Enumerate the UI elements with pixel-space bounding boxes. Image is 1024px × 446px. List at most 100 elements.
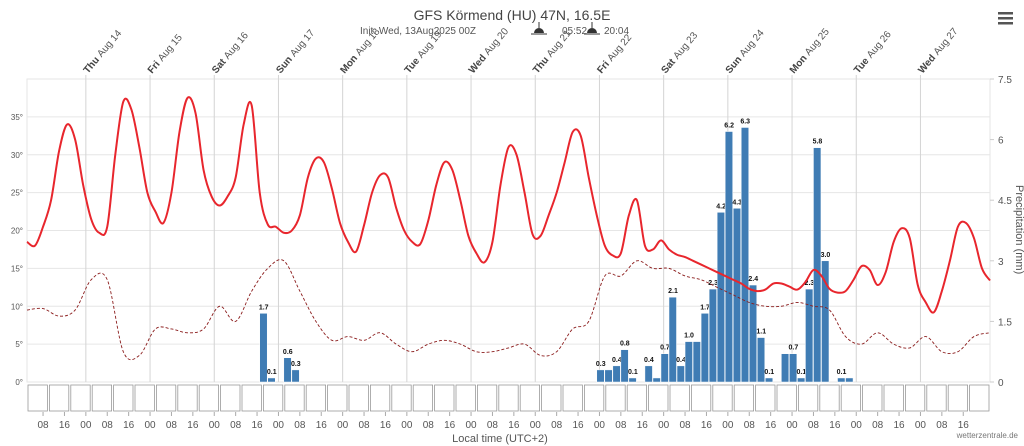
wind-cell [883, 384, 904, 412]
x-tick-label: 16 [829, 420, 841, 431]
x-tick-label: 00 [337, 420, 349, 431]
precip-label: 0.1 [764, 369, 774, 376]
y2-tick-label: 4.5 [998, 196, 1012, 207]
wind-cell [648, 384, 669, 412]
y-tick-label: 25° [11, 189, 23, 198]
precip-bar [652, 377, 661, 383]
x-tick-label: 08 [679, 420, 691, 431]
precip-bar [813, 147, 822, 383]
y-tick-label: 0° [15, 378, 23, 387]
temperature-line [26, 96, 991, 314]
wind-cell [541, 384, 562, 412]
y-tick-label: 10° [11, 302, 23, 311]
precip-label: 3.0 [821, 252, 831, 259]
precip-label: 2.1 [668, 288, 678, 295]
sunrise-time: 05:52 [562, 26, 587, 37]
precip-label: 4.2 [716, 203, 726, 210]
wind-cell [49, 384, 70, 412]
y2-tick-label: 1.5 [998, 317, 1012, 328]
x-tick-label: 00 [658, 420, 670, 431]
precip-label: 0.7 [660, 345, 670, 352]
x-tick-label: 00 [851, 420, 863, 431]
y2-tick-label: 7.5 [998, 75, 1012, 86]
x-tick-label: 08 [230, 420, 242, 431]
wind-cell [155, 384, 177, 412]
precip-bar [283, 357, 292, 383]
wind-cell [969, 384, 990, 412]
x-tick-label: 16 [251, 420, 263, 431]
precip-label: 0.7 [789, 345, 799, 352]
wind-cell [391, 384, 412, 412]
x-tick-label: 08 [487, 420, 499, 431]
wind-cell [626, 384, 648, 412]
precip-label: 0.3 [596, 361, 606, 368]
x-tick-label: 00 [80, 420, 92, 431]
init-time: Init: Wed, 13Aug2025 00Z [360, 26, 476, 37]
precip-bar [797, 377, 806, 383]
wind-cell [733, 384, 755, 412]
x-tick-label: 08 [808, 420, 820, 431]
x-tick-label: 16 [444, 420, 456, 431]
x-tick-label: 08 [936, 420, 948, 431]
x-tick-label: 00 [786, 420, 798, 431]
wind-cell [284, 384, 305, 412]
wind-cell [862, 384, 883, 412]
wind-cell [134, 384, 155, 412]
wind-cell [776, 384, 797, 412]
precip-bar [676, 365, 685, 383]
precip-bar [644, 365, 653, 383]
wind-cell [220, 384, 241, 412]
y2-tick-label: 6 [998, 136, 1004, 147]
precip-label: 0.1 [628, 369, 638, 376]
wind-cell [305, 384, 327, 412]
chart-title: GFS Körmend (HU) 47N, 16.5E [414, 7, 611, 23]
wind-cell [755, 384, 776, 412]
precip-label: 1.7 [700, 304, 710, 311]
precip-bar [596, 369, 605, 383]
y-tick-label: 35° [11, 113, 23, 122]
x-tick-label: 16 [123, 420, 135, 431]
x-tick-label: 16 [316, 420, 328, 431]
wind-cell [262, 384, 284, 412]
x-tick-label: 00 [144, 420, 156, 431]
x-tick-label: 16 [765, 420, 777, 431]
wind-cell [177, 384, 198, 412]
x-tick-label: 16 [508, 420, 520, 431]
precip-bar [724, 131, 733, 383]
precip-label: 1.7 [259, 304, 269, 311]
menu-button[interactable] [998, 12, 1013, 25]
precip-bar [700, 313, 709, 383]
wind-cell [91, 384, 112, 412]
precip-bar [708, 288, 717, 383]
precip-bar [612, 365, 621, 383]
precip-label: 0.3 [291, 361, 301, 368]
precip-bar [837, 377, 846, 383]
y-tick-label: 15° [11, 264, 23, 273]
wind-cell [412, 384, 434, 412]
precip-bar [821, 260, 830, 383]
wind-cell [562, 384, 583, 412]
precip-bar [732, 208, 741, 383]
precip-label: 2.3 [708, 280, 718, 287]
wind-cell [113, 384, 134, 412]
precip-bar [668, 296, 677, 383]
x-tick-label: 08 [294, 420, 306, 431]
sunset-time: 20:04 [604, 26, 629, 37]
x-tick-label: 16 [958, 420, 970, 431]
x-tick-label: 16 [572, 420, 584, 431]
precip-label: 0.8 [620, 341, 630, 348]
wind-cell [947, 384, 969, 412]
precip-label: 6.3 [740, 118, 750, 125]
precip-label: 2.4 [748, 276, 758, 283]
x-tick-label: 08 [166, 420, 178, 431]
wind-cell [198, 384, 219, 412]
x-tick-label: 16 [893, 420, 905, 431]
wind-cell [926, 384, 947, 412]
x-tick-label: 00 [209, 420, 221, 431]
wind-cell [584, 384, 605, 412]
wind-cell [70, 384, 91, 412]
x-tick-label: 08 [102, 420, 114, 431]
y2-tick-label: 3 [998, 257, 1004, 268]
x-tick-label: 00 [273, 420, 285, 431]
